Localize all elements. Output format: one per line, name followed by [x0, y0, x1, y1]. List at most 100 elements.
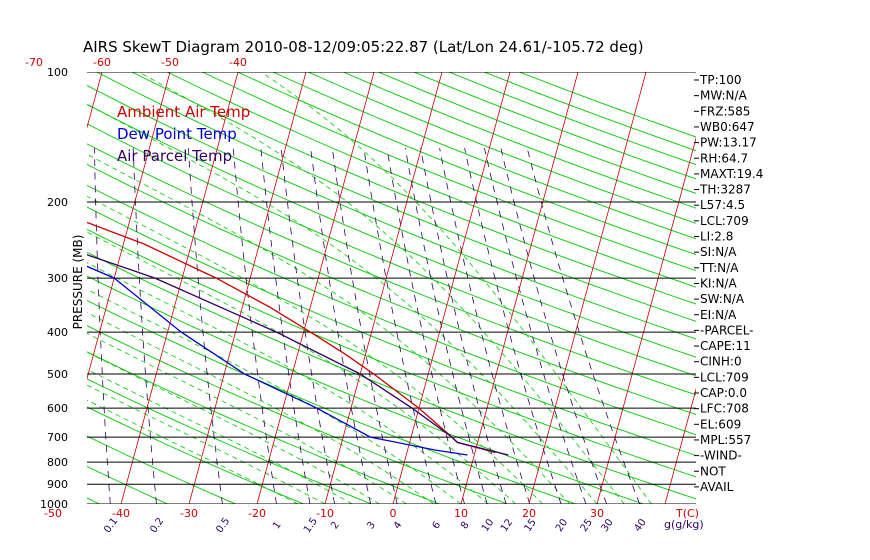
- dry-adiabat-line: [237, 72, 696, 255]
- pressure-tick-label: 700: [47, 431, 68, 444]
- index-label: LCL:709: [700, 370, 749, 384]
- isotherm-line: [120, 72, 239, 504]
- mixing-ratio-line: [363, 148, 437, 504]
- isotherm-line: [324, 72, 443, 504]
- index-label: LI:2.8: [700, 230, 733, 244]
- pressure-tick-label: 900: [47, 478, 68, 491]
- mixing-ratio-label: 6: [431, 520, 444, 532]
- mixing-ratio-line: [386, 148, 465, 504]
- index-label: PW:13.17: [700, 136, 757, 150]
- pressure-tick-label: 600: [47, 402, 68, 415]
- isobar-lines: [87, 72, 696, 504]
- moist-adiabat-line: [87, 288, 462, 504]
- dry-adiabat-line: [87, 206, 696, 456]
- bottom-temperature-tick: 30: [590, 507, 604, 520]
- bottom-temperature-tick-labels: -50 -40 -30 -20 -10 0 10 20 30: [44, 507, 604, 520]
- mixing-ratio-label: 4: [392, 520, 405, 532]
- mixing-ratio-line: [260, 148, 311, 504]
- isotherm-line: [256, 72, 375, 504]
- index-label: SI:N/A: [700, 245, 737, 259]
- isotherm-line: [392, 72, 511, 504]
- top-temperature-tick: -70: [25, 56, 43, 69]
- mixing-ratio-line: [464, 148, 562, 504]
- legend: Ambient Air Temp Dew Point Temp Air Parcel…: [117, 103, 250, 165]
- legend-entry: Dew Point Temp: [117, 125, 237, 143]
- mixing-ratio-line: [500, 148, 607, 504]
- dry-adiabat-line: [87, 143, 696, 396]
- moist-adiabat-line: [87, 103, 598, 504]
- index-label: FRZ:585: [700, 104, 750, 118]
- pressure-tick-label: 800: [47, 456, 68, 469]
- mixing-ratio-line: [404, 148, 488, 504]
- index-label: TP:100: [699, 73, 742, 87]
- y-axis-label: PRESSURE (MB): [71, 235, 85, 330]
- dry-adiabat-line: [87, 325, 508, 504]
- mixing-ratio-line: [420, 148, 507, 504]
- index-label: LFC:708: [700, 402, 749, 416]
- dry-adiabat-line: [87, 406, 304, 504]
- index-label: CAPE:11: [700, 339, 751, 353]
- index-label: L57:4.5: [700, 198, 745, 212]
- dry-adiabat-line: [202, 72, 696, 272]
- top-temperature-tick-labels: -120-110-100-90-80-70-60-50-40: [25, 56, 247, 69]
- mixing-ratio-line: [526, 148, 641, 504]
- index-label: WB0:647: [700, 120, 755, 134]
- mixing-ratio-line: [439, 148, 531, 504]
- bottom-temperature-tick: -30: [180, 507, 198, 520]
- mixing-ratio-line: [94, 148, 111, 504]
- dry-adiabat-line: [87, 299, 576, 504]
- mixing-ratio-line: [188, 148, 223, 504]
- mixing-ratio-line: [132, 148, 157, 504]
- moist-adiabat-line: [87, 384, 326, 504]
- top-temperature-tick: -50: [161, 56, 179, 69]
- dry-adiabat-line: [87, 84, 696, 340]
- mixing-ratio-line: [484, 148, 587, 504]
- isotherm-lines: [87, 72, 696, 504]
- isotherm-line: [188, 72, 307, 504]
- index-label: EL:609: [700, 417, 741, 431]
- index-label: RH:64.7: [700, 151, 748, 165]
- dry-adiabat-line: [87, 275, 644, 504]
- bottom-temperature-tick: -50: [44, 507, 62, 520]
- dry-adiabat-line: [87, 465, 168, 504]
- mixing-ratio-line: [232, 148, 277, 504]
- index-label: TT:N/A: [699, 261, 739, 275]
- moist-adiabat-line: [87, 231, 516, 504]
- series-line-1: [87, 221, 496, 454]
- moist-adiabat-lines: [87, 72, 652, 504]
- dry-adiabat-lines: [87, 72, 696, 504]
- mixing-ratio-label: 3: [365, 520, 378, 532]
- mixing-ratio-label: 8: [459, 520, 472, 532]
- index-label: EI:N/A: [700, 308, 737, 322]
- moist-adiabat-line: [87, 262, 489, 504]
- dry-adiabat-line: [87, 184, 696, 436]
- mixing-ratio-label: 1: [271, 520, 284, 532]
- profile-series: [87, 221, 509, 456]
- dry-adiabat-line: [96, 72, 696, 322]
- plot-area: [87, 72, 696, 504]
- mixing-ratio-line: [331, 148, 398, 504]
- bottom-temperature-tick: 10: [454, 507, 468, 520]
- mixing-ratio-line: [310, 148, 372, 504]
- index-label: NOT: [700, 464, 726, 478]
- moist-adiabat-line: [87, 153, 571, 504]
- pressure-tick-label: 300: [47, 272, 68, 285]
- index-label: KI:N/A: [700, 276, 737, 290]
- mixing-ratio-lines: [94, 148, 641, 504]
- top-temperature-tick: -40: [229, 56, 247, 69]
- dry-adiabat-line: [87, 163, 696, 415]
- dry-adiabat-line: [87, 435, 236, 504]
- isotherm-line: [87, 72, 171, 380]
- index-label: MAXT:19.4: [700, 167, 763, 181]
- moist-adiabat-line: [260, 72, 652, 504]
- isotherm-line: [528, 72, 647, 504]
- dry-adiabat-line: [166, 72, 696, 288]
- index-label: -WIND-: [700, 449, 742, 463]
- isotherm-line: [664, 388, 696, 504]
- pressure-tick-label: 1000: [40, 498, 68, 511]
- isotherm-line: [596, 136, 696, 504]
- top-temperature-tick: -60: [93, 56, 111, 69]
- bottom-temperature-tick: 20: [522, 507, 536, 520]
